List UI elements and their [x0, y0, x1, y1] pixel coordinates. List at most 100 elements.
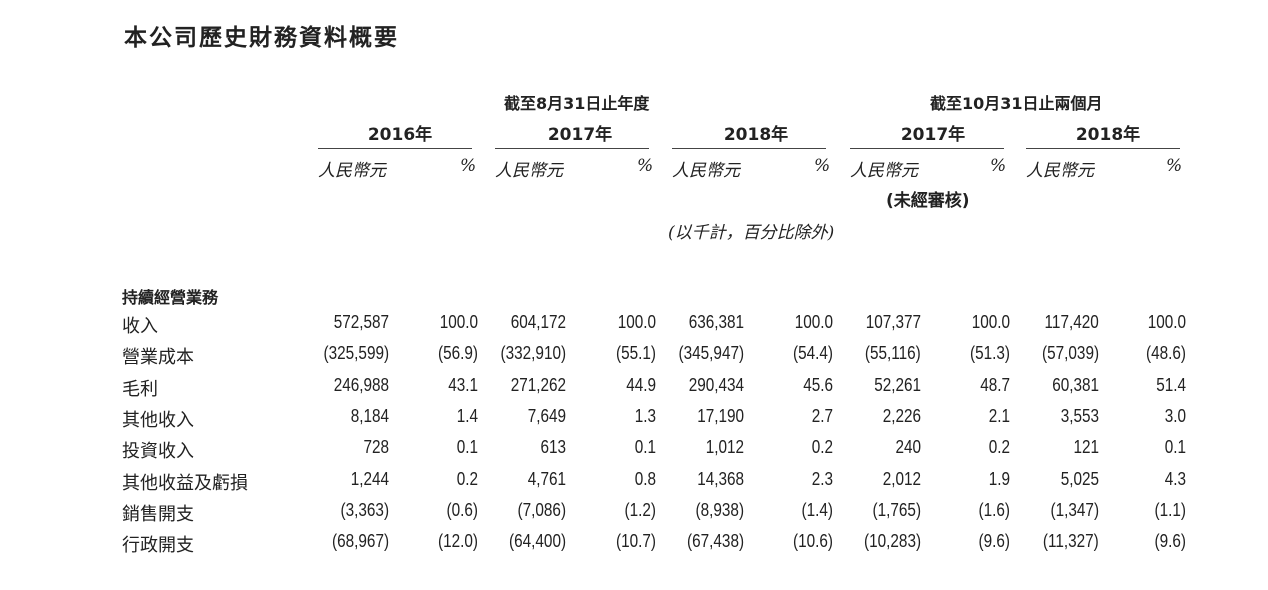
percent-cell: 100.0	[794, 312, 833, 332]
header-rule	[318, 148, 472, 149]
amount-cell: (10,283)	[864, 531, 921, 552]
percent-cell: 2.7	[811, 405, 833, 426]
percent-cell: (1.1)	[1154, 499, 1186, 520]
section-title: 持續經營業務	[122, 288, 219, 307]
amount-cell: (345,947)	[678, 343, 744, 364]
percent-cell: 100.0	[617, 312, 656, 332]
percent-label: %	[814, 156, 831, 176]
year-label-2017: 2017年	[547, 125, 613, 145]
percent-cell: 45.6	[803, 374, 833, 395]
percent-cell: (10.7)	[616, 531, 656, 552]
percent-cell: 48.7	[980, 374, 1010, 395]
percent-cell: 100.0	[971, 312, 1010, 332]
year-label-2017-two-months: 2017年	[900, 125, 966, 145]
percent-cell: (0.6)	[446, 499, 478, 520]
period-two-months-header: 截至10月31日止兩個月	[930, 94, 1103, 113]
percent-cell: 0.1	[634, 437, 656, 458]
percent-cell: (1.2)	[624, 499, 656, 520]
amount-cell: 17,190	[697, 405, 744, 426]
percent-cell: 1.9	[988, 468, 1010, 489]
amount-cell: (68,967)	[332, 531, 389, 552]
amount-cell: 3,553	[1060, 405, 1099, 426]
amount-cell: 2,012	[882, 468, 921, 489]
amount-cell: (7,086)	[517, 499, 566, 520]
amount-cell: 5,025	[1060, 468, 1099, 489]
amount-cell: 1,012	[705, 437, 744, 458]
amount-cell: 572,587	[333, 312, 389, 332]
amount-cell: 636,381	[688, 312, 744, 332]
table-row: 營業成本 (325,599) (56.9) (332,910) (55.1) (345,9…	[0, 343, 1268, 369]
unit-label: 人民幣元	[850, 161, 918, 181]
amount-cell: 7,649	[527, 405, 566, 426]
header-rule	[672, 148, 826, 149]
period-year-end-header: 截至8月31日止年度	[504, 94, 650, 113]
amount-cell: 2,226	[882, 405, 921, 426]
percent-label: %	[637, 156, 654, 176]
percent-cell: 2.1	[988, 405, 1010, 426]
amount-cell: 728	[363, 437, 389, 458]
percent-cell: 0.1	[456, 437, 478, 458]
percent-cell: (54.4)	[793, 343, 833, 364]
row-label: 毛利	[122, 378, 158, 400]
amount-cell: 52,261	[874, 374, 921, 395]
percent-cell: 4.3	[1164, 468, 1186, 489]
amount-cell: (57,039)	[1042, 343, 1099, 364]
amount-cell: (55,116)	[865, 343, 921, 364]
unit-label: 人民幣元	[495, 161, 563, 181]
table-row: 收入 572,587 100.0 604,172 100.0 636,381 100.0 10…	[0, 312, 1268, 338]
percent-cell: (51.3)	[970, 343, 1010, 364]
amount-cell: 14,368	[697, 468, 744, 489]
amount-cell: 4,761	[527, 468, 566, 489]
unit-label: 人民幣元	[672, 161, 740, 181]
percent-cell: 0.1	[1164, 437, 1186, 458]
percent-cell: 1.3	[634, 405, 656, 426]
percent-cell: 2.3	[811, 468, 833, 489]
amount-cell: 271,262	[510, 374, 566, 395]
percent-label: %	[460, 156, 477, 176]
amount-cell: (8,938)	[695, 499, 744, 520]
amount-cell: (67,438)	[687, 531, 744, 552]
year-label-2016: 2016年	[367, 125, 433, 145]
amount-cell: 1,244	[350, 468, 389, 489]
amount-cell: (332,910)	[500, 343, 566, 364]
percent-cell: (10.6)	[793, 531, 833, 552]
percent-cell: 0.2	[456, 468, 478, 489]
percent-cell: (56.9)	[438, 343, 478, 364]
amount-cell: (3,363)	[340, 499, 389, 520]
amount-cell: (325,599)	[323, 343, 389, 364]
amount-cell: 107,377	[865, 312, 921, 332]
percent-cell: 51.4	[1156, 374, 1186, 395]
table-row: 投資收入 728 0.1 613 0.1 1,012 0.2 240 0.2 121 0.1	[0, 437, 1268, 463]
percent-cell: (12.0)	[438, 531, 478, 552]
unit-label: 人民幣元	[318, 161, 386, 181]
percent-cell: (1.4)	[801, 499, 833, 520]
row-label: 營業成本	[122, 347, 194, 369]
amount-cell: 604,172	[510, 312, 566, 332]
amount-cell: 60,381	[1052, 374, 1099, 395]
unit-label: 人民幣元	[1026, 161, 1094, 181]
percent-cell: 0.8	[634, 468, 656, 489]
table-row: 其他收益及虧損 1,244 0.2 4,761 0.8 14,368 2.3 2,012 1.9…	[0, 469, 1268, 495]
amount-cell: 117,420	[1044, 312, 1099, 332]
percent-cell: 0.2	[988, 437, 1010, 458]
amount-cell: (11,327)	[1043, 531, 1099, 552]
percent-cell: 100.0	[439, 312, 478, 332]
amount-cell: (64,400)	[509, 531, 566, 552]
row-label: 其他收入	[122, 409, 194, 431]
units-note: (以千計，百分比除外)	[668, 223, 835, 243]
row-label: 行政開支	[122, 535, 194, 557]
year-label-2018-two-months: 2018年	[1075, 125, 1141, 145]
percent-cell: 1.4	[456, 405, 478, 426]
row-label: 收入	[122, 316, 158, 337]
percent-cell: 44.9	[626, 374, 656, 395]
row-label: 其他收益及虧損	[122, 472, 248, 494]
header-rule	[495, 148, 649, 149]
table-row: 其他收入 8,184 1.4 7,649 1.3 17,190 2.7 2,226 2.1 3,5…	[0, 406, 1268, 432]
percent-cell: (48.6)	[1146, 343, 1186, 364]
percent-cell: 3.0	[1164, 405, 1186, 426]
percent-cell: (1.6)	[978, 499, 1010, 520]
percent-cell: 100.0	[1147, 312, 1186, 332]
header-rule	[1026, 148, 1180, 149]
amount-cell: 121	[1073, 437, 1099, 458]
row-label: 投資收入	[122, 441, 194, 463]
